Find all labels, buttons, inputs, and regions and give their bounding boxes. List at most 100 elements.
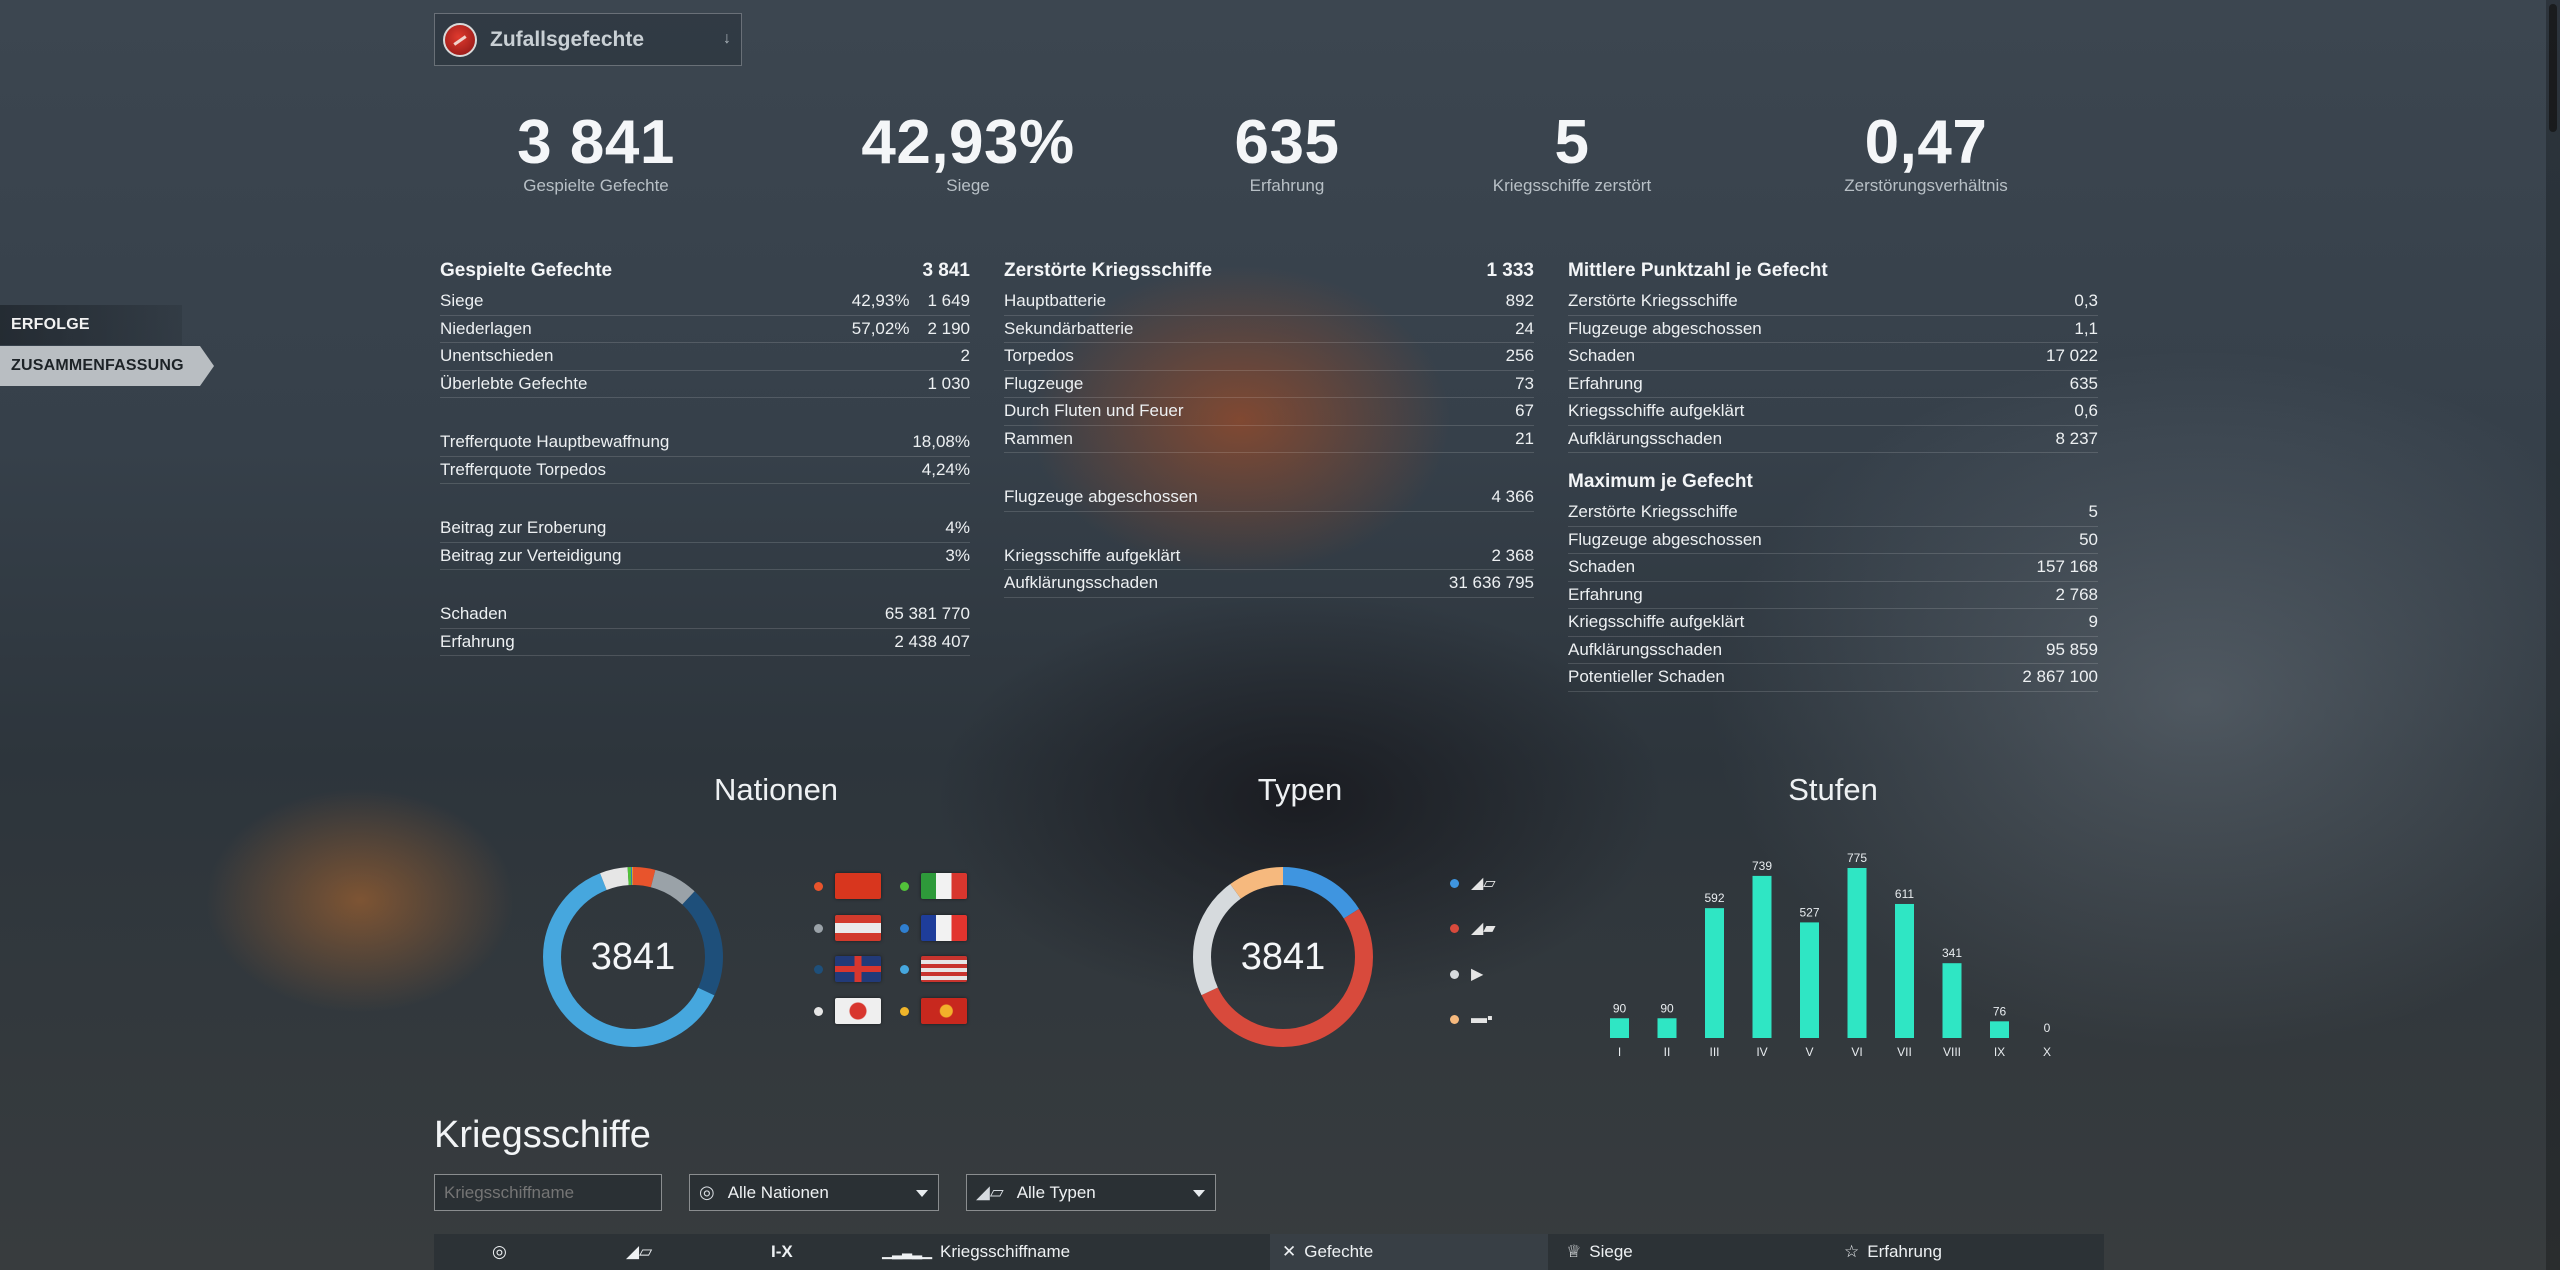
column-xp[interactable]: ☆ Erfahrung — [1844, 1234, 1942, 1270]
destroyed-table: Zerstörte Kriegsschiffe 1 333 Hauptbatte… — [1004, 256, 1534, 598]
row-value: 18,08% — [912, 432, 970, 451]
column-tier[interactable]: I-X — [771, 1234, 793, 1270]
row-value: 4% — [945, 518, 970, 537]
bar-tier-VIII — [1942, 963, 1962, 1038]
table-row: Schaden 17 022 — [1568, 343, 2098, 371]
table-row: Aufklärungsschaden 8 237 — [1568, 426, 2098, 453]
row-label: Hauptbatterie — [1004, 291, 1107, 310]
row-value: 2 438 407 — [894, 631, 970, 651]
column-type[interactable]: ◢▱ — [626, 1234, 652, 1270]
table-row: Siege 42,93% 1 649 — [440, 288, 970, 316]
top-stat-label: Gespielte Gefechte — [523, 176, 669, 195]
table-row: Trefferquote Torpedos 4,24% — [440, 457, 970, 484]
table-row: Unentschieden 2 — [440, 343, 970, 371]
battles-total: 3 841 — [922, 260, 970, 281]
ship-name-input[interactable] — [444, 1182, 661, 1203]
top-stat-destroyed: 5 Kriegsschiffe zerstört — [1442, 108, 1702, 196]
table-row: Flugzeuge 73 — [1004, 371, 1534, 398]
page-scrollbar[interactable] — [2546, 0, 2560, 1270]
table-row: Zerstörte Kriegsschiffe 0,3 — [1568, 288, 2098, 316]
donut-slice-carrier-icon — [1193, 867, 1373, 1047]
row-value: 256 — [1505, 346, 1534, 365]
table-row: Rammen 21 — [1004, 426, 1534, 453]
row-value: 4,24% — [921, 459, 970, 479]
tiers-chart-title: Stufen — [1788, 772, 1878, 807]
bar-value-label: 341 — [1942, 946, 1962, 960]
nations-donut-total: 3841 — [590, 936, 676, 978]
bar-category-label: I — [1618, 1045, 1621, 1059]
row-label: Kriegsschiffe aufgeklärt — [1568, 401, 1745, 420]
column-wins-label: Siege — [1589, 1242, 1633, 1261]
types-chart-title: Typen — [1257, 772, 1343, 807]
ships-table-header: ◎ ◢▱ I-X ▁▂▃▂▁ Kriegsschiffname ✕ Gefech… — [434, 1234, 2104, 1270]
nations-donut-chart: 3841 — [538, 862, 728, 1052]
row-value: 2 — [960, 346, 970, 365]
row-value: 2 867 100 — [2022, 667, 2098, 686]
row-value: 1 649 — [927, 291, 970, 310]
side-nav-zusammenfassung[interactable]: ZUSAMMENFASSUNG — [0, 346, 214, 386]
table-row: Schaden 65 381 770 — [440, 601, 970, 629]
row-value: 892 — [1505, 291, 1534, 310]
legend-item-carrier: ▬▪ — [1450, 1006, 1493, 1032]
row-value: 0,6 — [2074, 401, 2098, 420]
legend-dot — [900, 964, 909, 974]
row-pct: 57,02% — [851, 318, 910, 338]
bar-tier-V — [1800, 922, 1819, 1038]
types-donut-total: 3841 — [1240, 936, 1326, 978]
side-nav-erfolge[interactable]: ERFOLGE — [0, 305, 182, 345]
pan-asia-flag-icon — [921, 998, 967, 1024]
bar-value-label: 90 — [1660, 1001, 1674, 1015]
top-stat-value: 42,93% — [861, 108, 1075, 177]
top-stat-kd-ratio: 0,47 Zerstörungsverhältnis — [1796, 108, 2056, 196]
row-value: 24 — [1515, 318, 1534, 338]
table-row: Überlebte Gefechte 1 030 — [440, 371, 970, 398]
row-label: Unentschieden — [440, 346, 554, 365]
row-label: Erfahrung — [1568, 373, 1643, 393]
nation-filter-select[interactable]: ◎ Alle Nationen — [689, 1174, 939, 1211]
column-wins[interactable]: ♕ Siege — [1566, 1234, 1633, 1270]
column-tier-label: I-X — [771, 1242, 793, 1261]
battles-title: Gespielte Gefechte — [440, 260, 613, 281]
column-xp-label: Erfahrung — [1867, 1242, 1942, 1261]
france-flag-icon — [921, 915, 967, 941]
column-nation[interactable]: ◎ — [492, 1234, 507, 1270]
legend-dot — [814, 964, 823, 974]
bar-value-label: 90 — [1613, 1001, 1627, 1015]
row-value: 2 368 — [1491, 545, 1534, 565]
bar-tier-II — [1657, 1018, 1677, 1038]
row-label: Kriegsschiffe aufgeklärt — [1568, 612, 1745, 631]
row-label: Schaden — [1568, 557, 1636, 576]
row-label: Flugzeuge abgeschossen — [1568, 318, 1762, 338]
donut-slice-uk-flag — [543, 867, 723, 1047]
row-label: Siege — [440, 291, 484, 310]
bar-tier-IX — [1990, 1021, 2009, 1038]
carrier-icon: ▬▪ — [1471, 1010, 1493, 1027]
table-row: Potentieller Schaden 2 867 100 — [1568, 664, 2098, 692]
top-stat-label: Erfahrung — [1249, 176, 1325, 195]
top-stat-xp: 635 Erfahrung — [1157, 108, 1417, 196]
battle-type-dropdown[interactable]: Zufallsgefechte ↓ — [434, 13, 742, 66]
bar-category-label: VII — [1897, 1045, 1912, 1059]
ship-name-search[interactable] — [434, 1174, 662, 1211]
globe-icon: ◎ — [492, 1242, 507, 1261]
donut-slice-cruiser-icon — [1193, 867, 1373, 1047]
legend-item-destroyer: ◢▱ — [1450, 870, 1496, 896]
type-filter-select[interactable]: ◢▱ Alle Typen — [966, 1174, 1216, 1211]
bar-value-label: 76 — [1993, 1004, 2007, 1018]
table-row: Erfahrung 2 768 — [1568, 582, 2098, 609]
row-value: 73 — [1515, 373, 1534, 393]
column-battles[interactable]: ✕ Gefechte — [1270, 1234, 1548, 1270]
table-row: Kriegsschiffe aufgeklärt 9 — [1568, 609, 2098, 637]
top-stat-label: Zerstörungsverhältnis — [1844, 176, 2008, 195]
ship-types-icon: ◢▱ — [626, 1242, 653, 1261]
row-label: Torpedos — [1004, 346, 1074, 365]
row-value: 1 030 — [927, 373, 970, 393]
row-label: Niederlagen — [440, 318, 532, 338]
column-ship-name[interactable]: ▁▂▃▂▁ Kriegsschiffname — [882, 1234, 1070, 1270]
row-label: Zerstörte Kriegsschiffe — [1568, 291, 1738, 310]
scrollbar-thumb[interactable] — [2549, 4, 2557, 132]
table-row: Flugzeuge abgeschossen 4 366 — [1004, 484, 1534, 512]
legend-dot — [814, 1006, 823, 1016]
row-value: 65 381 770 — [884, 604, 970, 623]
table-row: Erfahrung 2 438 407 — [440, 629, 970, 656]
